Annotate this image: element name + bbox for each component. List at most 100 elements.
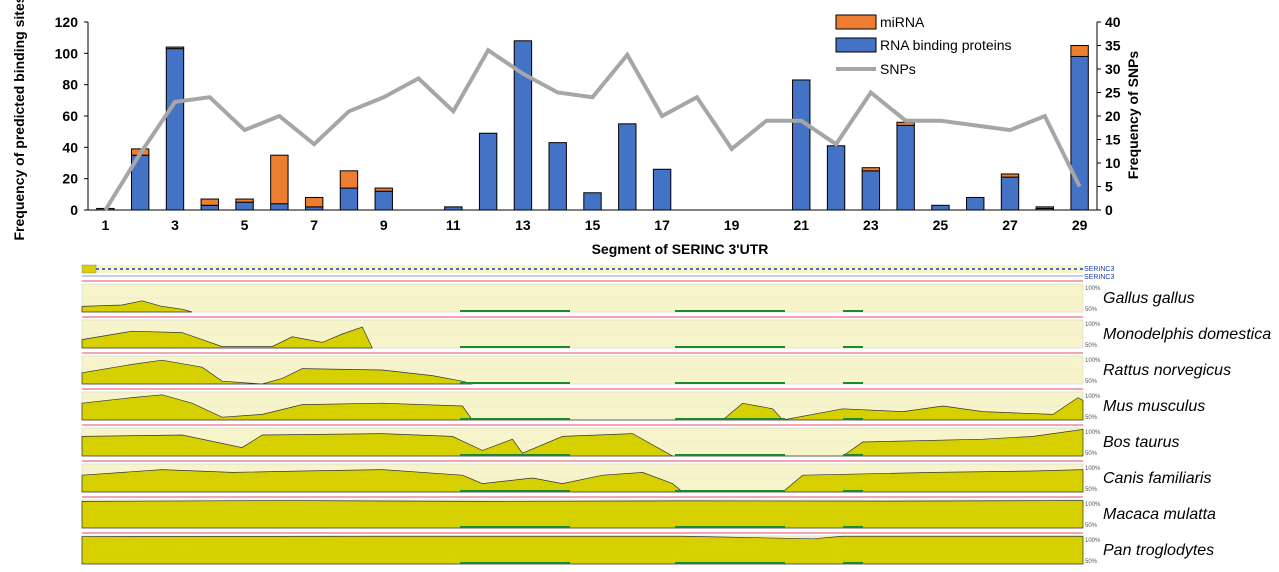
- bar-rbp: [339, 187, 359, 211]
- bar-rbp: [548, 142, 567, 211]
- pct-50-label: 50%: [1085, 451, 1098, 457]
- x-axis-label: Segment of SERINC 3'UTR: [592, 241, 769, 257]
- x-tick-label: 21: [793, 217, 809, 233]
- bar-mirna: [1000, 173, 1020, 178]
- bar-mirna: [235, 198, 254, 203]
- y-tick-label: 0: [70, 202, 78, 218]
- gene-start-box: [81, 264, 97, 274]
- bar-rbp: [826, 145, 846, 211]
- x-tick-label: 29: [1072, 217, 1088, 233]
- conservation-profile: [81, 469, 1084, 493]
- y2-tick-label: 5: [1105, 179, 1113, 195]
- bar-mirna: [1070, 45, 1089, 57]
- x-tick-label: 19: [724, 217, 740, 233]
- y-tick-label: 20: [62, 171, 78, 187]
- x-tick-label: 25: [933, 217, 949, 233]
- y2-tick-label: 20: [1105, 108, 1121, 124]
- pct-50-label: 50%: [1085, 379, 1098, 385]
- gene-label: SERINC3: [1084, 266, 1114, 273]
- y-tick-label: 60: [62, 108, 78, 124]
- y2-tick-label: 30: [1105, 61, 1121, 77]
- y2-tick-label: 0: [1105, 202, 1113, 218]
- pct-100-label: 100%: [1085, 466, 1101, 472]
- bar-rbp: [618, 123, 637, 211]
- chart-legend: miRNA RNA binding proteins SNPs: [835, 14, 1012, 77]
- gene-label: SERINC3: [1084, 274, 1114, 281]
- x-tick-label: 9: [380, 217, 388, 233]
- bar-mirna: [200, 198, 219, 206]
- y-tick-label: 120: [55, 14, 79, 30]
- pct-100-label: 100%: [1085, 502, 1101, 508]
- species-label: Canis familiaris: [1103, 470, 1211, 487]
- species-label: Rattus norvegicus: [1103, 362, 1231, 379]
- species-label: Gallus gallus: [1103, 290, 1195, 307]
- species-label: Bos taurus: [1103, 434, 1179, 451]
- legend-label-rbp: RNA binding proteins: [880, 37, 1012, 53]
- bar-rbp: [513, 40, 533, 211]
- species-label: Pan troglodytes: [1103, 542, 1214, 559]
- y2-tick-label: 40: [1105, 14, 1121, 30]
- bar-rbp: [270, 203, 289, 211]
- legend-label-mirna: miRNA: [880, 14, 925, 30]
- bar-rbp: [583, 192, 602, 211]
- y2-tick-label: 25: [1105, 85, 1121, 101]
- conservation-profile: [81, 300, 193, 313]
- pct-50-label: 50%: [1085, 559, 1098, 565]
- pct-50-label: 50%: [1085, 307, 1098, 313]
- species-label: Monodelphis domestica: [1103, 326, 1271, 343]
- conservation-profile: [81, 535, 1084, 565]
- y-axis-label-line1: Frequency of predicted binding sites: [11, 0, 27, 241]
- bar-rbp: [444, 206, 463, 211]
- x-tick-label: 7: [310, 217, 318, 233]
- x-tick-label: 11: [446, 217, 461, 233]
- y2-axis-label: Frequency of SNPs: [1125, 51, 1141, 180]
- x-tick-label: 27: [1002, 217, 1018, 233]
- x-tick-label: 15: [585, 217, 601, 233]
- pct-50-label: 50%: [1085, 487, 1098, 493]
- bar-mirna: [374, 187, 393, 192]
- bar-mirna: [304, 196, 324, 208]
- y-tick-label: 40: [62, 139, 78, 155]
- conservation-profile: [81, 359, 473, 385]
- y2-tick-label: 15: [1105, 132, 1121, 148]
- conservation-profile: [81, 394, 1084, 421]
- species-label: Macaca mulatta: [1103, 506, 1216, 523]
- pct-100-label: 100%: [1085, 358, 1101, 364]
- bar-mirna: [896, 121, 915, 126]
- conservation-profile: [81, 500, 1084, 529]
- bar-rbp: [165, 48, 185, 211]
- y-tick-label: 100: [55, 45, 79, 61]
- pct-100-label: 100%: [1085, 286, 1101, 292]
- bar-mirna: [339, 170, 359, 189]
- x-tick-label: 1: [101, 217, 109, 233]
- pct-100-label: 100%: [1085, 430, 1101, 436]
- y2-tick-label: 35: [1105, 38, 1121, 54]
- bar-rbp: [1070, 55, 1089, 211]
- bar-mirna: [165, 46, 185, 50]
- x-tick-label: 23: [863, 217, 879, 233]
- legend-swatch-rbp: [835, 37, 877, 53]
- bar-rbp: [478, 132, 498, 211]
- legend-swatch-mirna: [835, 14, 877, 30]
- legend-label-snps: SNPs: [880, 61, 916, 77]
- bar-mirna: [861, 167, 881, 172]
- species-label: Mus musculus: [1103, 398, 1205, 415]
- bar-rbp: [652, 168, 672, 211]
- bar-rbp: [1000, 176, 1020, 211]
- bar-rbp: [861, 170, 881, 211]
- x-tick-label: 5: [241, 217, 249, 233]
- bar-rbp: [896, 124, 915, 211]
- bar-rbp: [966, 196, 985, 211]
- bar-rbp: [235, 201, 254, 211]
- pct-100-label: 100%: [1085, 322, 1101, 328]
- y-tick-label: 80: [62, 77, 78, 93]
- x-tick-label: 17: [654, 217, 670, 233]
- pct-100-label: 100%: [1085, 394, 1101, 400]
- bar-mirna: [270, 154, 289, 205]
- x-tick-label: 3: [171, 217, 179, 233]
- conservation-profile: [81, 326, 373, 349]
- pct-100-label: 100%: [1085, 538, 1101, 544]
- bar-rbp: [792, 79, 811, 211]
